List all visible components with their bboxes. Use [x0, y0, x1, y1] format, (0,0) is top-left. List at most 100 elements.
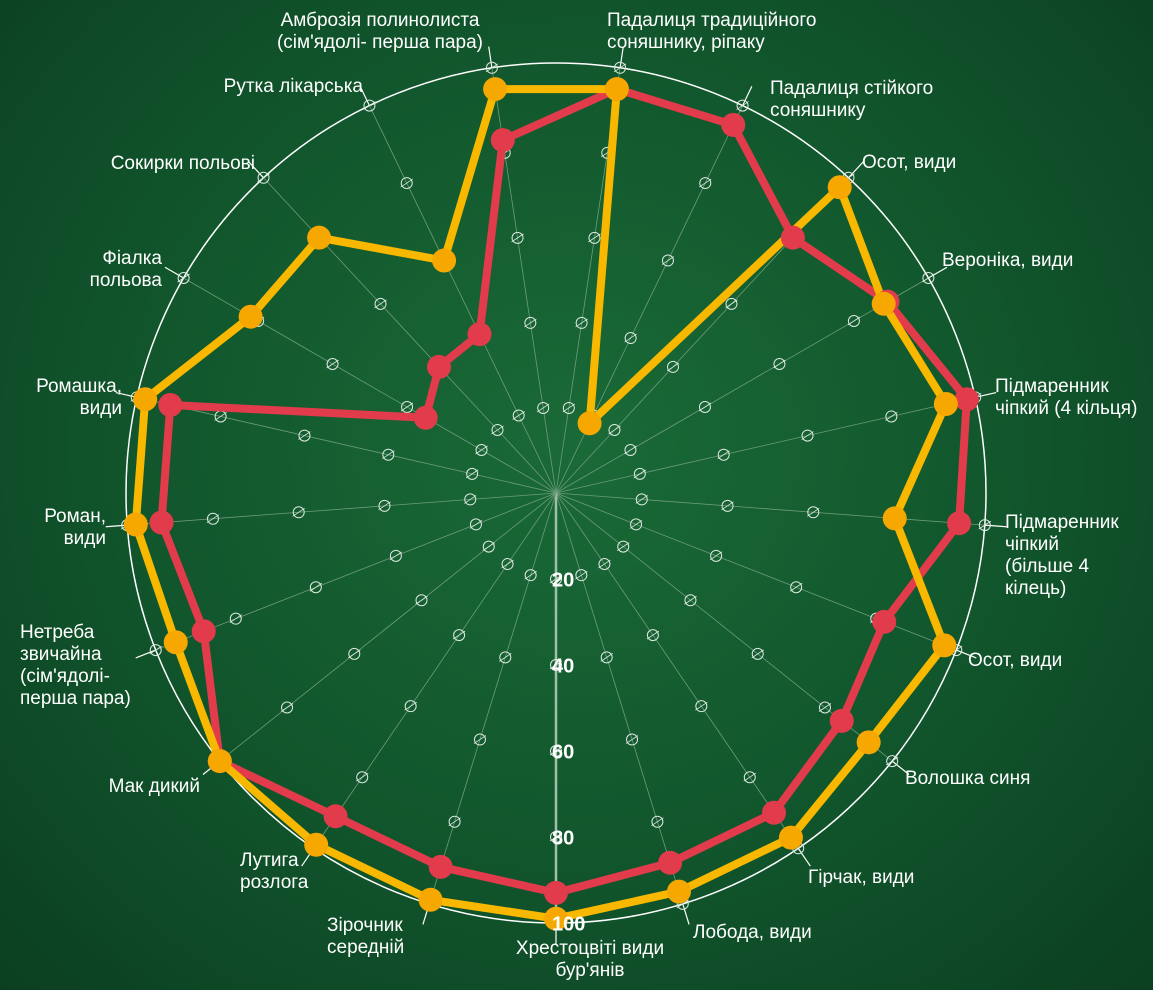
- grid-marker: [721, 499, 734, 512]
- grid-marker: [562, 401, 575, 414]
- grid-marker-cross: [684, 595, 697, 605]
- grid-marker: [298, 429, 311, 442]
- spoke: [555, 492, 799, 849]
- grid-marker-cross: [617, 542, 630, 551]
- grid-marker-cross: [978, 520, 992, 530]
- grid-marker-cross: [624, 333, 637, 343]
- grid-marker-cross: [588, 233, 601, 243]
- grid-marker-cross: [326, 359, 339, 369]
- grid-marker: [464, 493, 477, 506]
- series-point: [780, 225, 805, 250]
- category-label: Сокирки польові: [110, 153, 255, 174]
- grid-marker-cross: [465, 469, 479, 479]
- spoke-tip: [848, 161, 864, 179]
- grid-marker: [695, 700, 708, 713]
- category-label: Фіалка польова: [89, 248, 162, 291]
- category-label: Мак дикий: [108, 776, 200, 797]
- grid-marker-cross: [549, 660, 563, 670]
- grid-marker-cross: [512, 411, 525, 420]
- category-label: Гірчак, види: [808, 867, 915, 888]
- grid-marker: [801, 429, 814, 442]
- category-label: Рутка лікарська: [223, 76, 363, 97]
- grid-marker-cross: [355, 772, 369, 782]
- grid-marker: [378, 499, 391, 512]
- grid-marker-cross: [625, 735, 639, 744]
- series-point: [947, 511, 972, 536]
- grid-marker-cross: [792, 843, 805, 853]
- grid-marker-cross: [789, 582, 803, 592]
- series-point: [207, 749, 232, 774]
- series-point: [432, 248, 457, 273]
- grid-marker-cross: [562, 403, 576, 413]
- series-point: [158, 392, 183, 417]
- series-point: [577, 411, 602, 436]
- spoke: [313, 492, 557, 849]
- series-point: [123, 512, 148, 537]
- grid-marker-cross: [646, 630, 660, 640]
- category-label: Роман, види: [44, 506, 106, 549]
- grid-marker-cross: [348, 649, 361, 659]
- grid-marker-cross: [549, 746, 563, 756]
- series-point: [149, 510, 174, 535]
- series-point: [882, 506, 907, 531]
- spoke: [136, 396, 557, 494]
- grid-marker: [886, 755, 899, 768]
- series-point: [323, 804, 348, 829]
- category-label: Осот, види: [862, 152, 957, 173]
- series-point: [467, 322, 492, 347]
- grid-marker-cross: [751, 649, 764, 659]
- grid-marker-cross: [818, 703, 832, 712]
- grid-marker-cross: [524, 318, 537, 328]
- grid-marker-cross: [725, 299, 738, 309]
- series-point: [932, 633, 957, 658]
- grid-marker: [499, 651, 512, 664]
- spoke: [369, 105, 557, 494]
- grid-marker-cross: [475, 445, 488, 455]
- grid-marker: [415, 594, 428, 607]
- grid-marker: [630, 518, 643, 531]
- grid-marker: [453, 629, 466, 642]
- grid-marker-cross: [549, 574, 563, 584]
- grid-marker-cross: [374, 299, 387, 309]
- spoke: [555, 492, 985, 526]
- grid-marker: [281, 701, 294, 714]
- grid-marker-cross: [464, 495, 477, 504]
- grid-marker-cross: [257, 173, 270, 183]
- spoke-tip: [619, 46, 624, 68]
- category-label: Нетреба звичайна (сім'ядолі- перша пара): [20, 622, 131, 709]
- grid-marker: [743, 771, 756, 784]
- grid-marker: [635, 493, 648, 506]
- grid-marker: [482, 540, 495, 553]
- grid-marker-cross: [378, 501, 391, 511]
- grid-marker-cross: [624, 445, 637, 455]
- spoke: [263, 177, 557, 494]
- grid-marker: [626, 733, 639, 746]
- grid-marker-cross: [415, 595, 428, 605]
- grid-marker-cross: [807, 507, 820, 517]
- grid-marker: [646, 629, 659, 642]
- grid-marker: [404, 700, 417, 713]
- grid-marker-cross: [709, 551, 723, 561]
- grid-marker-cross: [309, 582, 323, 592]
- series-point: [191, 619, 216, 644]
- series-point: [721, 112, 746, 137]
- grid-marker: [736, 99, 749, 112]
- grid-marker: [177, 272, 190, 284]
- grid-marker-cross: [600, 653, 613, 662]
- grid-marker-cross: [661, 256, 675, 265]
- grid-marker: [598, 558, 611, 571]
- grid-marker: [818, 701, 831, 714]
- grid-marker: [374, 297, 387, 310]
- spoke: [183, 277, 557, 494]
- series-point: [778, 825, 803, 850]
- grid-marker-cross: [633, 469, 647, 479]
- grid-marker: [400, 177, 413, 190]
- grid-marker-cross: [885, 756, 899, 766]
- grid-marker-cross: [404, 701, 417, 711]
- grid-marker-cross: [717, 450, 730, 460]
- grid-marker: [363, 99, 376, 112]
- grid-marker-cross: [635, 495, 648, 504]
- grid-marker: [550, 831, 562, 843]
- grid-marker-cross: [473, 735, 487, 744]
- grid-marker-cross: [695, 701, 708, 711]
